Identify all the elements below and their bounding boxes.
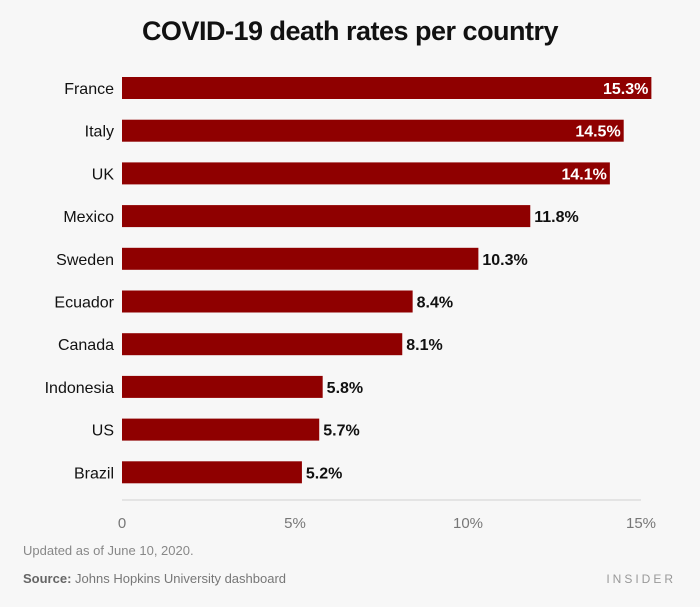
data-label: 8.1% — [406, 337, 442, 354]
x-tick-label: 5% — [284, 515, 306, 532]
x-tick-label: 15% — [626, 515, 656, 532]
bar — [122, 77, 652, 99]
data-label: 15.3% — [603, 81, 648, 98]
chart-title: COVID-19 death rates per country — [141, 16, 559, 46]
bar — [122, 333, 403, 356]
insider-logo: INSIDER — [606, 572, 676, 586]
data-label: 14.5% — [575, 124, 620, 141]
bar — [122, 290, 413, 313]
data-label: 5.8% — [327, 380, 363, 397]
category-label: Indonesia — [45, 380, 114, 397]
update-note: Updated as of June 10, 2020. — [23, 543, 194, 558]
category-label: Mexico — [63, 209, 114, 226]
data-label: 11.8% — [534, 209, 578, 226]
source-text: Johns Hopkins University dashboard — [71, 571, 287, 586]
bar — [122, 375, 323, 398]
x-tick-label: 0 — [118, 515, 126, 532]
bar — [122, 247, 479, 270]
data-label: 5.7% — [323, 423, 359, 440]
bar — [122, 418, 320, 441]
category-label: Sweden — [56, 252, 114, 269]
category-label: Canada — [58, 337, 114, 354]
category-label: Brazil — [74, 465, 114, 482]
x-tick-label: 10% — [453, 515, 483, 532]
bar — [122, 162, 610, 185]
source-note: Source: Johns Hopkins University dashboa… — [23, 571, 286, 586]
category-label: Italy — [85, 124, 114, 141]
category-label: US — [92, 423, 114, 440]
data-label: 10.3% — [482, 252, 527, 269]
bar — [122, 119, 624, 142]
category-label: France — [64, 81, 114, 98]
source-label: Source: — [23, 571, 72, 586]
data-label: 8.4% — [417, 295, 453, 312]
category-label: UK — [92, 166, 115, 183]
data-label: 5.2% — [306, 465, 342, 482]
data-label: 14.1% — [561, 166, 606, 183]
bar — [122, 461, 302, 484]
bar — [122, 205, 531, 228]
category-label: Ecuador — [54, 295, 114, 312]
